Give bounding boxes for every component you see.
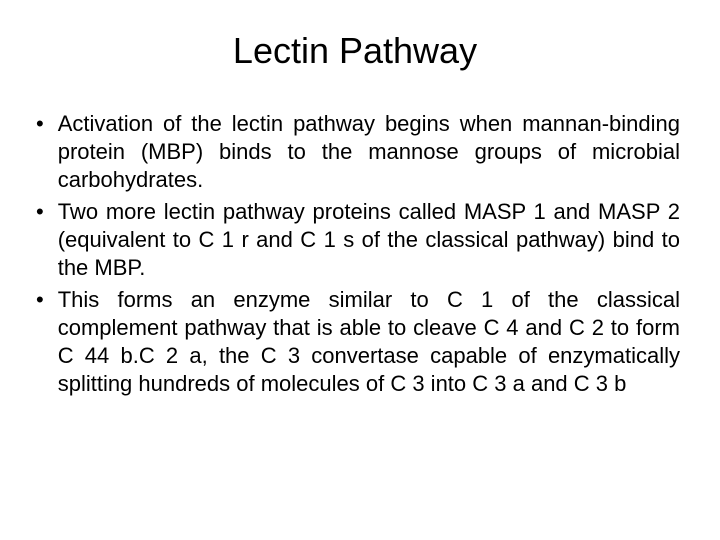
bullet-text: Activation of the lectin pathway begins …	[58, 110, 680, 194]
list-item: • This forms an enzyme similar to C 1 of…	[30, 286, 680, 398]
bullet-marker-icon: •	[36, 110, 44, 138]
slide-title: Lectin Pathway	[30, 30, 680, 72]
list-item: • Activation of the lectin pathway begin…	[30, 110, 680, 194]
bullet-marker-icon: •	[36, 198, 44, 226]
bullet-text: Two more lectin pathway proteins called …	[58, 198, 680, 282]
bullet-marker-icon: •	[36, 286, 44, 314]
bullet-text: This forms an enzyme similar to C 1 of t…	[58, 286, 680, 398]
list-item: • Two more lectin pathway proteins calle…	[30, 198, 680, 282]
bullet-list: • Activation of the lectin pathway begin…	[30, 110, 680, 398]
